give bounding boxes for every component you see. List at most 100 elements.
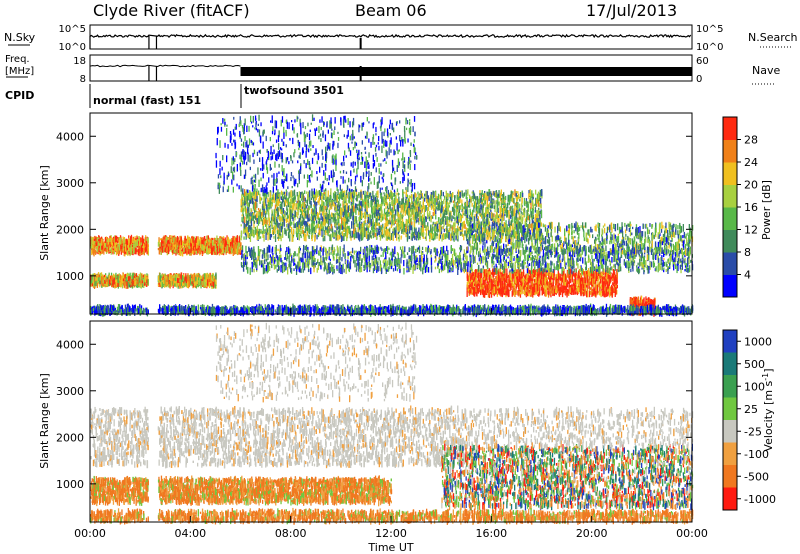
power-cell	[144, 284, 145, 286]
power-cell	[111, 237, 112, 245]
power-cell	[186, 245, 187, 249]
power-cell	[188, 276, 189, 281]
power-cell	[166, 282, 167, 285]
power-cell	[105, 237, 106, 242]
power-cell	[439, 234, 440, 241]
power-cell	[493, 191, 494, 196]
power-cell	[105, 249, 106, 252]
power-cell	[290, 191, 291, 198]
power-cell	[425, 205, 426, 210]
power-cell	[448, 206, 449, 211]
power-cell	[159, 273, 160, 281]
power-cell	[159, 243, 160, 247]
power-cell	[200, 248, 201, 254]
power-cell	[143, 275, 144, 277]
power-cell	[288, 232, 289, 238]
power-cell	[127, 241, 128, 245]
power-cell	[183, 281, 184, 283]
power-cell	[465, 190, 466, 195]
nsky-label: N.Sky	[4, 31, 36, 44]
power-cell	[322, 211, 323, 216]
power-cell	[483, 203, 484, 208]
power-cell	[185, 251, 186, 254]
power-cell	[289, 234, 290, 239]
power-cell	[105, 243, 106, 248]
power-cell	[109, 275, 110, 280]
power-cell	[132, 274, 133, 280]
power-cell	[206, 247, 207, 255]
power-cell	[115, 249, 116, 251]
power-cell	[236, 242, 237, 249]
power-cell	[470, 221, 471, 224]
power-cell	[337, 226, 338, 230]
power-cell	[499, 214, 500, 217]
power-cell	[197, 277, 198, 280]
power-cell	[215, 273, 216, 280]
power-cell	[431, 205, 432, 209]
power-cell	[441, 190, 442, 196]
power-cell	[161, 281, 162, 287]
power-cell	[398, 213, 399, 218]
power-cell	[135, 281, 136, 286]
power-cell	[315, 234, 316, 241]
power-cell	[197, 245, 198, 248]
power-cell	[501, 203, 502, 208]
power-cell	[297, 216, 298, 218]
power-cell	[121, 246, 122, 250]
power-cell	[205, 241, 206, 245]
power-cell	[195, 277, 196, 282]
power-cell	[373, 236, 374, 239]
power-cell	[308, 205, 309, 209]
power-cell	[460, 223, 461, 230]
power-cell	[137, 239, 138, 246]
power-cell	[93, 278, 94, 282]
power-cell	[138, 249, 139, 256]
power-cell	[188, 246, 189, 249]
power-cell	[242, 214, 243, 216]
power-cell	[275, 214, 276, 216]
power-cell	[265, 213, 266, 218]
power-cell	[261, 218, 262, 221]
power-cell	[382, 197, 383, 205]
power-cell	[182, 249, 183, 252]
power-cell	[277, 237, 278, 239]
power-cell	[97, 238, 98, 241]
power-cell	[506, 213, 507, 216]
power-cell	[502, 226, 503, 230]
power-cell	[454, 217, 455, 221]
power-cell	[274, 225, 275, 231]
power-cell	[396, 193, 397, 196]
power-cell	[96, 243, 97, 246]
power-cell	[324, 236, 325, 242]
freq-label-line2: [MHz]	[5, 66, 34, 77]
power-cell	[487, 192, 488, 196]
power-cell	[204, 279, 205, 285]
power-cell	[128, 245, 129, 252]
power-cell	[205, 282, 206, 286]
power-cell	[94, 239, 95, 241]
power-cell	[160, 248, 161, 251]
power-cell	[342, 236, 343, 241]
power-cell	[426, 233, 427, 241]
power-cell	[293, 229, 294, 235]
power-cell	[508, 221, 509, 226]
power-cell	[197, 280, 198, 284]
power-cell	[532, 199, 533, 207]
power-cell	[187, 282, 188, 289]
power-cell	[145, 275, 146, 282]
power-cell	[368, 195, 369, 199]
power-cell	[184, 237, 185, 244]
power-cell	[441, 234, 442, 241]
power-cell	[96, 277, 97, 280]
power-cell	[210, 243, 211, 248]
power-cell	[223, 250, 224, 254]
power-cell	[106, 284, 107, 286]
power-cell	[179, 241, 180, 245]
power-cell	[505, 203, 506, 207]
power-cell	[284, 195, 285, 199]
power-cell	[255, 227, 256, 235]
power-cell	[309, 197, 310, 205]
power-cell	[118, 247, 119, 254]
power-cell	[128, 238, 129, 243]
power-cell	[198, 250, 199, 254]
